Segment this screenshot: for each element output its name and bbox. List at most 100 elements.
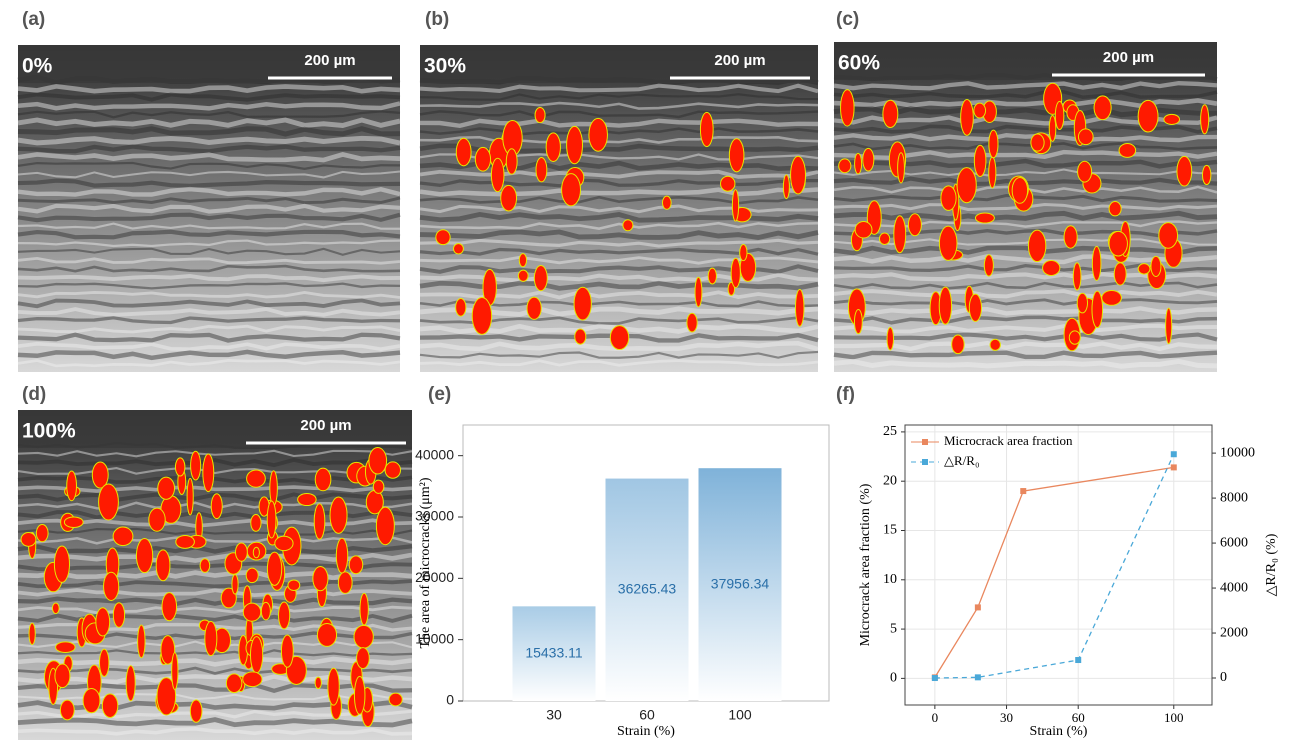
crack (125, 665, 136, 702)
y2-axis-title: △R/R₀ (%) (1264, 533, 1279, 596)
crack (720, 175, 736, 192)
scale-bar-label: 200 µm (300, 417, 351, 434)
crack (327, 667, 340, 706)
crack (882, 99, 899, 129)
crack (622, 219, 634, 232)
crack (202, 453, 215, 493)
crack (694, 276, 703, 308)
panel-label: (b) (425, 9, 449, 30)
series-line (934, 453, 1175, 679)
crack (51, 602, 60, 615)
sem-image (17, 410, 413, 740)
sem-layer (419, 83, 819, 94)
bar (512, 606, 596, 701)
crack (951, 334, 965, 355)
sem-image (833, 42, 1218, 372)
sem-layer (833, 133, 1218, 143)
y-tick-label: 25 (883, 424, 897, 439)
x-tick-label: 100 (1164, 710, 1184, 725)
sem-layer (419, 118, 819, 129)
plot-frame (904, 424, 1213, 706)
sem-layer (17, 229, 401, 240)
y2-tick-label: 0 (1220, 670, 1227, 685)
y2-tick-label: 10000 (1220, 445, 1255, 460)
crack (897, 152, 905, 184)
crack (356, 647, 370, 670)
sem-layer (17, 256, 401, 265)
sem-layer (419, 93, 819, 101)
crack (235, 542, 248, 562)
bar (605, 478, 689, 701)
sem-layer (17, 359, 401, 368)
sem-layer (17, 290, 401, 299)
y-tick-label: 40000 (415, 446, 454, 462)
crack (175, 534, 195, 549)
crack (561, 173, 582, 207)
value-label: 36265.43 (618, 580, 677, 596)
crack (245, 567, 259, 584)
crack (435, 229, 451, 246)
sem-layer (17, 332, 401, 343)
sem-layer (17, 613, 413, 623)
crack (156, 677, 177, 716)
sem-layer (419, 187, 819, 197)
crack (728, 138, 745, 173)
crack (231, 574, 239, 595)
crack (474, 146, 492, 172)
scale-bar-label: 200 µm (1103, 49, 1154, 66)
point-marker (1170, 464, 1177, 471)
crack (1101, 289, 1122, 306)
sem-layer (17, 92, 401, 102)
crack (838, 158, 852, 174)
sem-layer (17, 674, 413, 685)
scale-bar-label: 200 µm (304, 52, 355, 69)
sem-layer (419, 221, 819, 230)
crack (112, 526, 134, 547)
crack (782, 174, 790, 200)
crack (204, 620, 218, 657)
series-line (934, 466, 1174, 678)
crack (1068, 330, 1081, 345)
sem-layer (17, 212, 401, 223)
sem-layer (419, 169, 819, 179)
sem-layer (17, 247, 401, 256)
crack (574, 328, 587, 345)
sem-layer (833, 350, 1218, 360)
crack (35, 524, 49, 543)
sem-layer (833, 306, 1218, 316)
crack (1030, 133, 1045, 152)
point-marker (974, 604, 981, 611)
point-marker (1170, 451, 1177, 458)
bar (698, 468, 782, 701)
x-tick-label: 100 (728, 707, 752, 723)
y-tick-label: 20000 (415, 569, 454, 585)
crack (280, 634, 294, 668)
crack (335, 537, 349, 574)
sem-layer (17, 700, 413, 711)
panel-label: (f) (836, 384, 855, 405)
sem-layer (17, 161, 401, 170)
crack (471, 297, 493, 335)
y-tick-label: 10 (883, 572, 897, 587)
sem-layer (833, 358, 1218, 369)
crack (1108, 230, 1128, 257)
legend-label: Microcrack area fraction (944, 433, 1073, 448)
crack (490, 157, 505, 193)
sem-layer (419, 247, 819, 256)
sem-layer (17, 466, 413, 475)
x-tick-label: 30 (546, 707, 562, 723)
x-tick-label: 30 (1000, 710, 1013, 725)
sem-layer (17, 485, 413, 493)
sem-layer (17, 457, 413, 468)
crack (1163, 113, 1181, 125)
crack (566, 125, 584, 165)
sem-layer (17, 274, 401, 283)
crack (171, 652, 179, 691)
crack (375, 506, 395, 546)
sem-layer (419, 238, 819, 248)
crack (518, 253, 528, 268)
crack (297, 492, 317, 507)
crack (686, 312, 698, 333)
crack (246, 469, 266, 488)
sem-layer (419, 110, 819, 119)
